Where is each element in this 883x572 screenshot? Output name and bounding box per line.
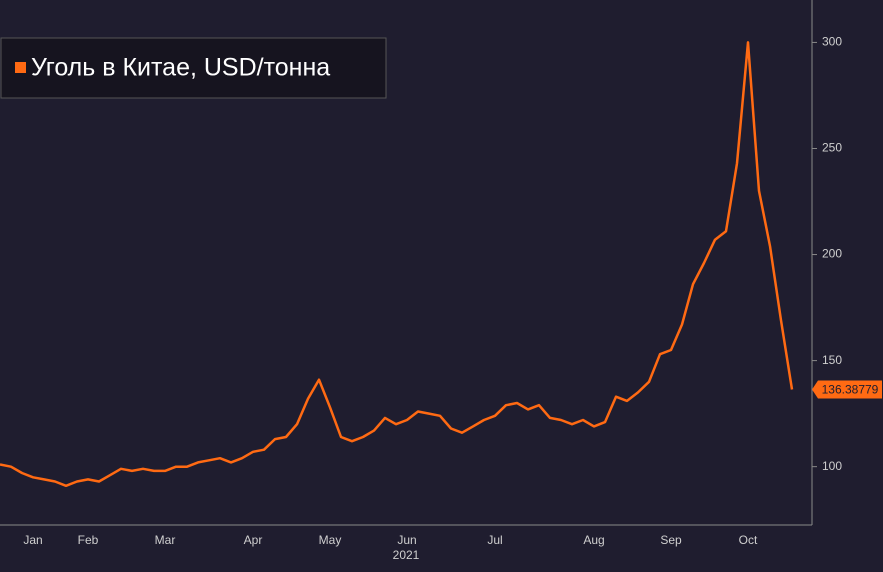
x-tick-label: Feb: [78, 533, 99, 547]
x-tick-label: Jul: [487, 533, 502, 547]
line: [0, 41, 794, 488]
y-tick-label: 200: [822, 247, 842, 261]
x-tick-label: Mar: [155, 533, 176, 547]
last-value-badge: [812, 380, 882, 399]
x-tick-label: May: [319, 533, 342, 547]
legend-swatch: [15, 62, 26, 73]
x-tick-label: Aug: [583, 533, 604, 547]
x-tick-label: Sep: [660, 533, 682, 547]
x-tick-label: Jan: [23, 533, 42, 547]
x-axis-year: 2021: [393, 548, 420, 562]
y-tick-label: 150: [822, 353, 842, 367]
last-value-label: 136.38779: [822, 383, 879, 397]
y-tick-label: 300: [822, 35, 842, 49]
x-tick-label: Apr: [244, 533, 263, 547]
y-tick-label: 100: [822, 459, 842, 473]
legend-label: Уголь в Китае, USD/тонна: [31, 54, 330, 82]
legend-box: [0, 37, 387, 99]
x-tick-label: Jun: [397, 533, 416, 547]
x-tick-label: Oct: [739, 533, 758, 547]
y-tick-label: 250: [822, 141, 842, 155]
